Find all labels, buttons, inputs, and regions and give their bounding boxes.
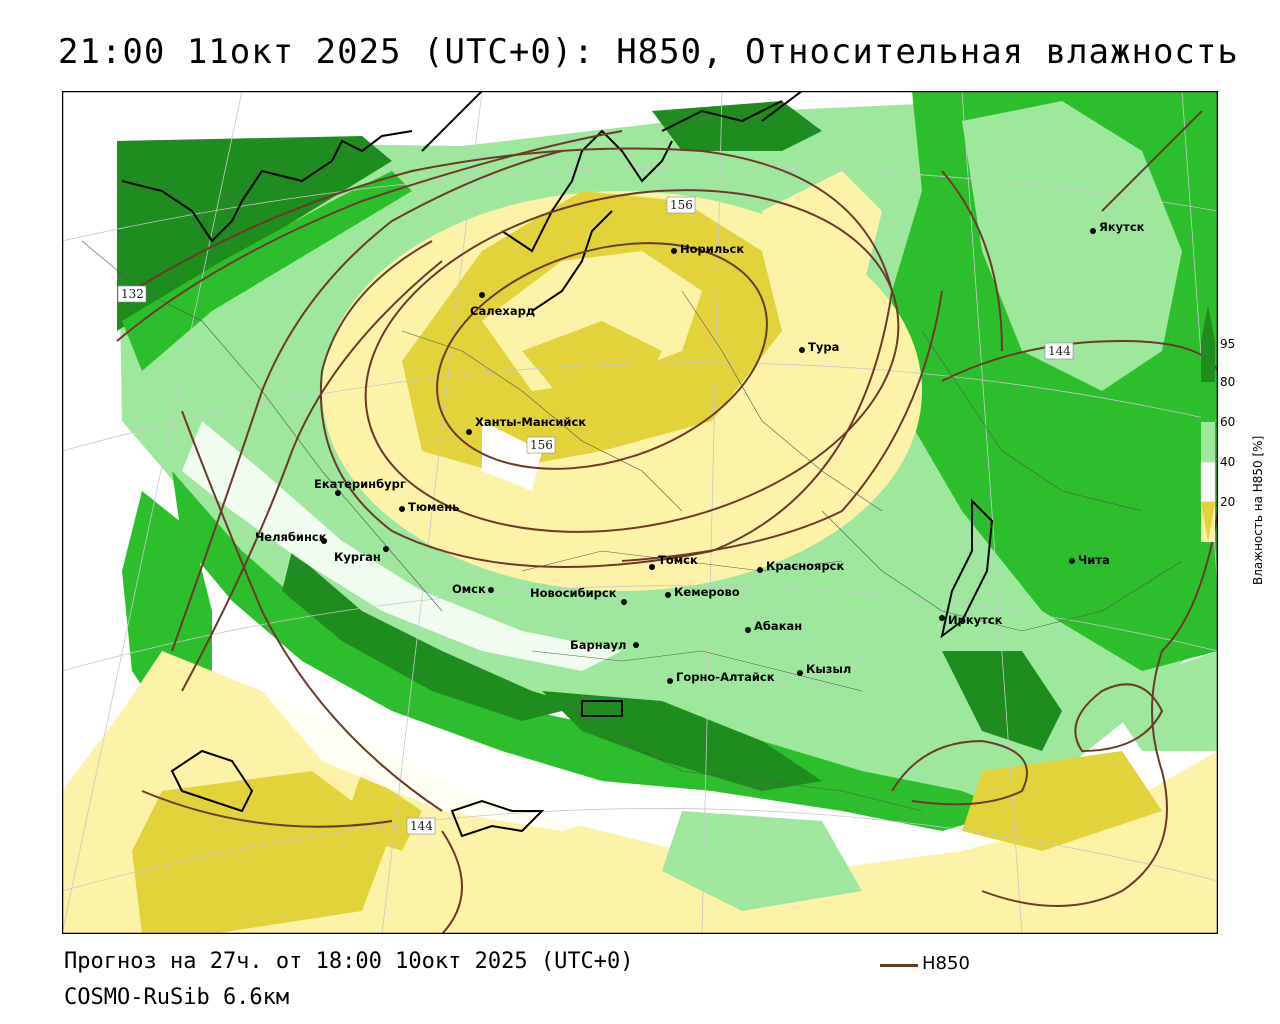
city-label: Кызыл	[806, 662, 851, 676]
city-label: Екатеринбург	[314, 477, 406, 491]
city-marker	[797, 670, 803, 676]
contour-labels: 156 156 132 144 144	[117, 196, 1074, 835]
city-marker	[671, 248, 677, 254]
city-marker	[1090, 228, 1096, 234]
colorbar-tick: 60	[1220, 415, 1235, 429]
city-label: Тюмень	[408, 500, 459, 514]
city-label: Норильск	[680, 242, 744, 256]
city-label: Ханты-Мансийск	[475, 415, 586, 429]
chart-title: 21:00 11окт 2025 (UTC+0): H850, Относите…	[58, 32, 1239, 72]
city-label: Курган	[334, 550, 381, 564]
colorbar: 95 80 60 40 20 Влажность на H850 [%]	[1200, 305, 1265, 585]
model-name: COSMO-RuSib 6.6км	[64, 985, 290, 1010]
colorbar-bin	[1201, 422, 1215, 462]
city-marker	[488, 587, 494, 593]
colorbar-label: Влажность на H850 [%]	[1251, 436, 1265, 585]
colorbar-tick: 40	[1220, 455, 1235, 469]
city-marker	[665, 592, 671, 598]
city-label: Чита	[1078, 553, 1110, 567]
city-marker	[321, 538, 327, 544]
city-marker	[649, 564, 655, 570]
contour-label: 144	[410, 819, 433, 833]
colorbar-bin	[1201, 342, 1215, 382]
colorbar-bin	[1201, 382, 1215, 422]
city-label: Томск	[658, 553, 698, 567]
city-marker	[383, 546, 389, 552]
city-label: Красноярск	[766, 559, 844, 573]
contour-label: 156	[530, 438, 553, 452]
city-marker	[466, 429, 472, 435]
colorbar-tick: 20	[1220, 495, 1235, 509]
city-marker	[633, 642, 639, 648]
forecast-info: Прогноз на 27ч. от 18:00 10окт 2025 (UTC…	[64, 949, 634, 974]
city-label: Барнаул	[570, 638, 626, 652]
city-label: Иркутск	[948, 613, 1003, 627]
h850-contours	[116, 110, 1218, 934]
city-marker	[399, 506, 405, 512]
contour-label: 144	[1048, 344, 1071, 358]
map-panel: 156 156 132 144 144 Салехард Норильск Як…	[62, 91, 1218, 934]
h850-legend-line	[880, 964, 918, 967]
city-marker	[479, 292, 485, 298]
cities: Салехард Норильск Якутск Тура Ханты-Манс…	[255, 220, 1145, 684]
city-marker	[621, 599, 627, 605]
city-marker	[757, 567, 763, 573]
city-label: Салехард	[470, 304, 535, 318]
city-marker	[799, 347, 805, 353]
city-label: Омск	[452, 582, 486, 596]
city-label: Абакан	[754, 619, 802, 633]
city-marker	[939, 615, 945, 621]
city-marker	[335, 490, 341, 496]
city-label: Челябинск	[255, 530, 327, 544]
contour-label: 132	[121, 287, 144, 301]
colorbar-top-arrow	[1201, 305, 1215, 342]
humidity-map: 156 156 132 144 144 Салехард Норильск Як…	[62, 91, 1218, 934]
city-marker	[1069, 558, 1075, 564]
city-label: Якутск	[1099, 220, 1145, 234]
colorbar-tick: 95	[1220, 337, 1235, 351]
city-marker	[667, 678, 673, 684]
colorbar-bin	[1200, 461, 1216, 503]
city-label: Новосибирск	[530, 586, 617, 600]
city-marker	[745, 627, 751, 633]
h850-legend-label: H850	[922, 953, 970, 974]
city-label: Кемерово	[674, 585, 740, 599]
city-label: Горно-Алтайск	[676, 670, 775, 684]
colorbar-tick: 80	[1220, 375, 1235, 389]
graticule	[62, 91, 1218, 934]
colorbar-bottom-arrow	[1201, 502, 1215, 542]
map-frame	[62, 91, 1218, 934]
contour-label: 156	[670, 198, 693, 212]
city-label: Тура	[808, 340, 839, 354]
coastlines	[121, 91, 994, 838]
